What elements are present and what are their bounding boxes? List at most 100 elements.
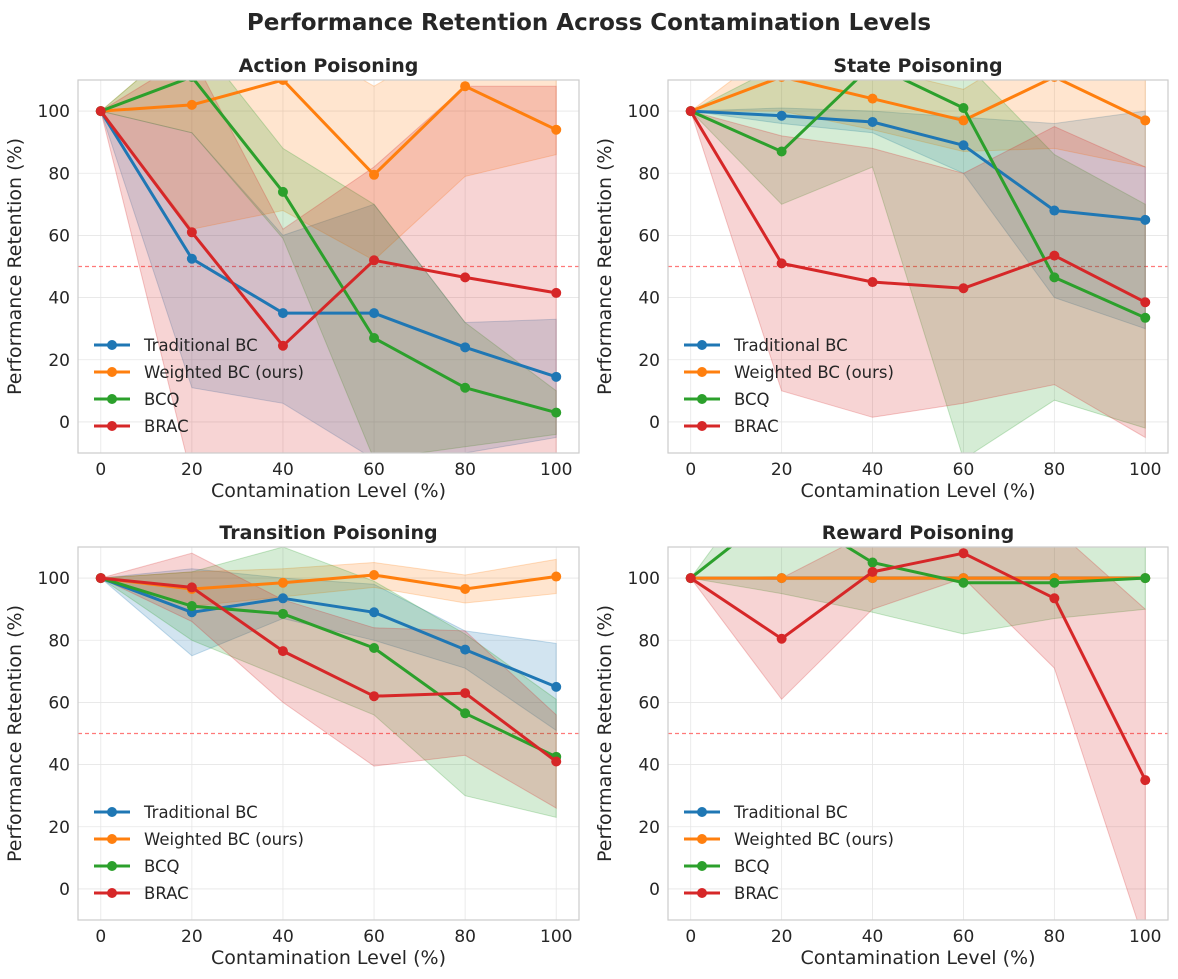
legend-item-bcq: BCQ: [684, 390, 770, 409]
plot-content: [668, 80, 1168, 453]
x-tick-label: 60: [363, 460, 385, 480]
series-line-weighted-bc-ours: [690, 80, 1146, 122]
data-point-bcq: [277, 608, 288, 619]
y-tick-label: 100: [628, 102, 660, 122]
data-point-weighted-bc-ours: [958, 115, 969, 126]
panel-transition-poisoning: 0 20 40 60 80 100 0 20 40 60 80 100 Transition Poiso…: [4, 522, 580, 969]
x-tick-label: 100: [1129, 927, 1161, 947]
y-tick-label: 40: [48, 289, 70, 309]
series-line-traditional-bc: [690, 109, 1146, 222]
data-point-bcq: [1049, 577, 1060, 588]
legend-marker: [697, 394, 707, 404]
data-point-brac: [277, 340, 288, 351]
data-point-brac: [186, 582, 197, 593]
plot-content: [78, 80, 579, 453]
legend-marker: [697, 834, 707, 844]
axes-frame: [77, 546, 580, 921]
x-tick-label: 40: [272, 927, 294, 947]
series-line-bcq: [690, 80, 1146, 320]
data-point-brac: [277, 646, 288, 657]
plot-area: [78, 547, 579, 920]
legend-label: Weighted BC (ours): [144, 363, 304, 382]
series-line-bcq: [100, 576, 557, 759]
data-point-traditional-bc: [369, 607, 380, 618]
y-tick-label: 0: [59, 413, 70, 433]
x-tick-label: 40: [862, 460, 884, 480]
data-point-brac: [460, 272, 471, 283]
panel-title: Transition Poisoning: [219, 522, 437, 544]
data-point-brac: [867, 277, 878, 288]
data-point-brac: [685, 106, 696, 117]
legend-marker: [697, 367, 707, 377]
data-point-bcq: [867, 557, 878, 568]
legend-item-brac: BRAC: [94, 417, 189, 436]
data-point-traditional-bc: [369, 308, 380, 319]
data-point-traditional-bc: [1140, 214, 1151, 225]
data-point-brac: [369, 255, 380, 266]
y-tick-label: 0: [649, 880, 660, 900]
y-tick-label: 20: [48, 818, 70, 838]
y-tick-label: 60: [48, 693, 70, 713]
legend-label: BRAC: [734, 417, 779, 436]
series-line-brac: [100, 576, 558, 763]
y-tick-label: 20: [48, 351, 70, 371]
y-tick-label: 20: [638, 818, 660, 838]
data-point-bcq: [777, 502, 787, 512]
y-tick-label: 100: [38, 569, 70, 589]
data-point-bcq: [460, 708, 471, 719]
data-point-brac: [186, 227, 197, 238]
legend-item-weighted-bc-ours: Weighted BC (ours): [684, 830, 894, 849]
legend-label: BRAC: [734, 884, 779, 903]
y-tick-label: 60: [638, 226, 660, 246]
data-point-brac: [95, 106, 106, 117]
x-tick-label: 60: [363, 927, 385, 947]
data-point-brac: [551, 756, 562, 767]
legend-marker: [107, 394, 117, 404]
y-tick-label: 60: [638, 693, 660, 713]
series-line-bcq: [689, 547, 1146, 585]
legend-label: BRAC: [144, 417, 189, 436]
x-axis-label: Contamination Level (%): [800, 947, 1035, 969]
data-point-bcq: [1140, 573, 1151, 584]
data-point-traditional-bc: [1049, 205, 1060, 216]
legend-item-traditional-bc: Traditional BC: [94, 336, 258, 355]
x-tick-label: 0: [95, 460, 106, 480]
x-tick-label: 20: [771, 460, 793, 480]
x-axis-label: Contamination Level (%): [800, 480, 1035, 502]
data-point-traditional-bc: [551, 371, 562, 382]
series-line-traditional-bc: [100, 576, 557, 689]
data-point-traditional-bc: [460, 342, 471, 353]
data-point-brac: [1140, 297, 1151, 308]
legend-item-bcq: BCQ: [94, 390, 180, 409]
legend-label: BRAC: [144, 884, 189, 903]
y-tick-label: 40: [638, 756, 660, 776]
y-axis-label: Performance Retention (%): [594, 605, 616, 862]
data-point-brac: [369, 691, 380, 702]
y-tick-label: 0: [649, 413, 660, 433]
legend-label: BCQ: [144, 390, 180, 409]
x-tick-label: 80: [454, 460, 476, 480]
legend-item-traditional-bc: Traditional BC: [94, 803, 258, 822]
data-point-traditional-bc: [867, 116, 878, 127]
data-point-bcq: [277, 186, 288, 197]
legend-item-brac: BRAC: [94, 884, 189, 903]
panel-action-poisoning: 0 20 40 60 80 100 0 20 40 60 80 100 Action Poisoning…: [4, 55, 580, 502]
data-point-brac: [958, 548, 969, 559]
y-tick-label: 80: [48, 631, 70, 651]
legend-label: Traditional BC: [733, 803, 848, 822]
x-tick-label: 100: [1129, 460, 1161, 480]
legend-marker: [697, 421, 707, 431]
legend-marker: [107, 807, 117, 817]
legend-marker: [107, 367, 117, 377]
x-tick-label: 20: [771, 927, 793, 947]
data-point-weighted-bc-ours: [1140, 115, 1151, 126]
y-axis-label: Performance Retention (%): [4, 138, 26, 395]
data-point-bcq: [1049, 272, 1060, 283]
legend-label: Traditional BC: [143, 803, 258, 822]
data-point-bcq: [776, 146, 787, 157]
panel-state-poisoning: 0 20 40 60 80 100 0 20 40 60 80 100 State Poisoning C…: [594, 55, 1169, 502]
x-tick-label: 20: [181, 927, 203, 947]
data-point-brac: [460, 688, 471, 699]
panel-title: Reward Poisoning: [822, 522, 1015, 544]
